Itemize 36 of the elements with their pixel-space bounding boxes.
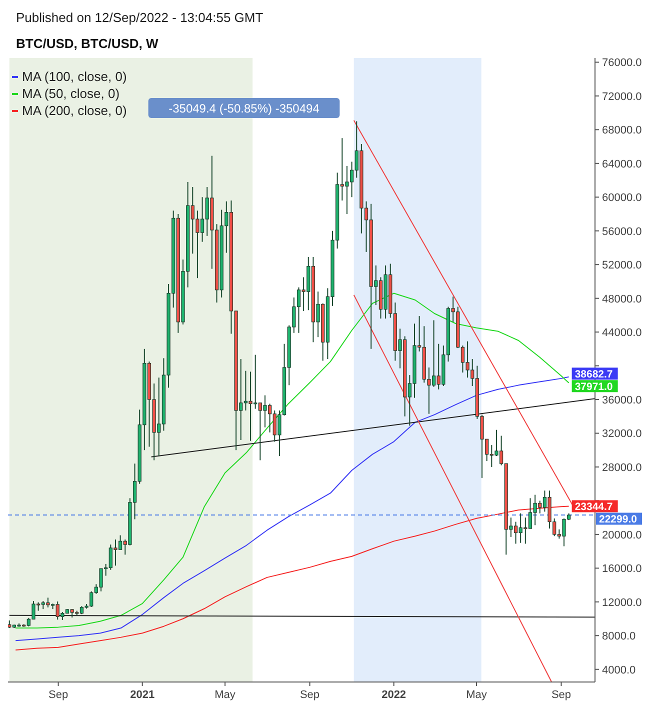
legend-label: MA (100, close, 0) [22, 69, 127, 84]
x-tick-label: Sep [300, 689, 320, 701]
y-tick-label: 36000.0 [602, 394, 642, 407]
y-tick-label: 56000.0 [602, 226, 642, 238]
line-series [15, 376, 570, 642]
x-tick-label: Sep [48, 689, 68, 701]
y-tick-label: 52000.0 [602, 260, 642, 272]
y-tick-label: 4000.0 [602, 664, 636, 676]
data-label: 38682.7 [574, 368, 613, 381]
legend-label: MA (50, close, 0) [22, 86, 120, 101]
y-tick-label: 32000.0 [602, 428, 642, 440]
y-tick-label: 12000.0 [602, 596, 642, 609]
y-tick-label: 64000.0 [602, 158, 642, 170]
x-tick-label: May [214, 689, 236, 701]
x-tick-label: Sep [551, 689, 572, 701]
y-tick-label: 72000.0 [602, 90, 642, 103]
x-tick-label: May [466, 689, 488, 701]
y-tick-label: 20000.0 [602, 529, 642, 542]
y-tick-label: 76000.0 [602, 57, 642, 70]
y-tick-label: 28000.0 [602, 462, 642, 474]
y-tick-label: 8000.0 [602, 630, 636, 643]
x-tick-label: 2022 [382, 689, 406, 701]
legend-label: MA (200, close, 0) [22, 103, 127, 118]
y-tick-label: 44000.0 [602, 327, 642, 340]
text: Published on 12/Sep/2022 - 13:04:55 GMT [16, 10, 264, 25]
chart-title: BTC/USD, BTC/USD, W [16, 36, 159, 51]
y-tick-label: 68000.0 [602, 124, 642, 137]
y-tick-label: 48000.0 [602, 293, 642, 306]
line-series [15, 292, 570, 629]
y-tick-label: 16000.0 [602, 563, 642, 576]
x-tick-label: 2021 [130, 689, 155, 701]
annotation: -35049.4 (-50.85%) -350494 [168, 102, 320, 116]
y-tick-label: 60000.0 [602, 192, 642, 204]
ref-line-label: 22299.0 [599, 514, 638, 526]
data-label: 37971.0 [574, 381, 613, 394]
data-label: 23344.7 [574, 501, 613, 514]
